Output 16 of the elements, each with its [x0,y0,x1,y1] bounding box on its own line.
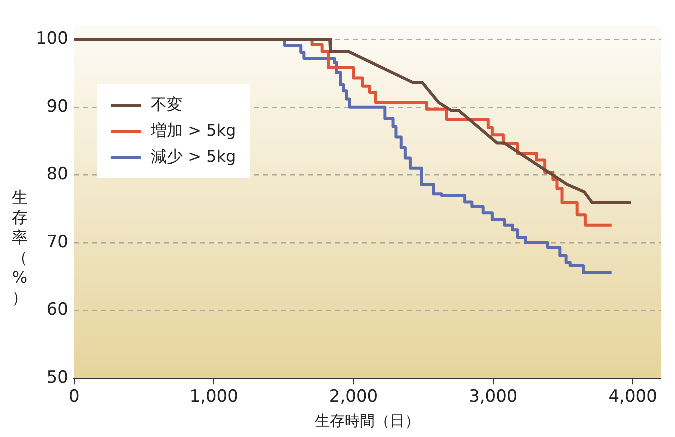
x-tick-label: 1,000 [190,387,238,408]
y-tick-label: 50 [46,368,68,388]
y-axis-title: 生存率（%） [11,188,29,308]
y-tick-label: 60 [46,300,68,320]
y-tick-label: 100 [36,28,68,49]
legend-label: 減少 > 5kg [151,146,236,168]
x-axis-title: 生存時間（日） [315,412,420,430]
x-tick-label: 4,000 [608,387,658,408]
x-tick-label: 3,000 [469,387,518,408]
x-tick-label: 0 [69,387,80,408]
y-tick-label: 70 [46,232,68,252]
legend-label: 増加 > 5kg [151,120,236,142]
x-tick-label: 2,000 [329,387,378,408]
y-tick-label: 90 [46,96,68,117]
y-tick-label: 80 [46,164,68,185]
legend-label: 不変 [151,94,183,116]
